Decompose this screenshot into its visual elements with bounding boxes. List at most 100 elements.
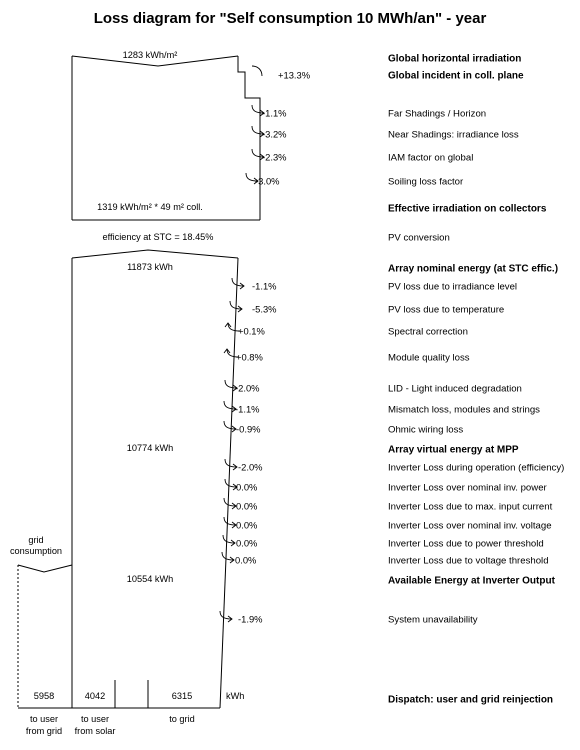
loss-arrow	[219, 610, 233, 620]
loss-arrow	[222, 534, 236, 544]
loss-step-label: Inverter Loss due to max. input current	[388, 502, 553, 513]
dispatch-label: to user	[30, 714, 58, 724]
loss-step-percent: -1.1%	[262, 108, 287, 119]
loss-arrow	[231, 277, 245, 287]
loss-arrow	[251, 104, 265, 114]
loss-step-label: Module quality loss	[388, 353, 470, 364]
energy-block-top-edge	[71, 249, 239, 259]
loss-step-label: Inverter Loss due to power threshold	[388, 539, 544, 550]
loss-step-percent: -2.0%	[235, 383, 260, 394]
loss-arrow	[227, 322, 241, 332]
loss-step-label: IAM factor on global	[388, 153, 473, 164]
loss-arrow	[223, 400, 237, 410]
loss-step-label: Spectral correction	[388, 327, 468, 338]
loss-step-label: System unavailability	[388, 615, 478, 626]
loss-arrow	[245, 172, 259, 182]
loss-step-label: Available Energy at Inverter Output	[388, 576, 556, 587]
loss-step-label: Dispatch: user and grid reinjection	[388, 695, 553, 706]
loss-arrow-head	[239, 282, 245, 290]
loss-arrow	[224, 478, 238, 488]
loss-step-percent: -5.3%	[252, 304, 277, 315]
loss-arrow-head	[259, 109, 265, 117]
effective-irradiation-value: 1319 kWh/m² * 49 m² coll.	[97, 202, 203, 212]
loss-step-label: Far Shadings / Horizon	[388, 109, 486, 120]
loss-arrow	[223, 497, 237, 507]
loss-step-label: Soiling loss factor	[388, 177, 464, 188]
loss-arrow	[223, 420, 237, 430]
loss-arrow-head	[231, 425, 237, 433]
loss-step-percent: -2.0%	[238, 462, 263, 473]
loss-step-percent: 0.0%	[236, 482, 257, 493]
stc-efficiency-value: efficiency at STC = 18.45%	[103, 232, 214, 242]
loss-step-label: PV loss due to irradiance level	[388, 282, 517, 293]
loss-arrow-head	[231, 405, 237, 413]
dispatch-unit: kWh	[226, 691, 244, 701]
loss-arrow-head	[227, 615, 233, 623]
loss-step-percent: -1.9%	[238, 614, 263, 625]
loss-arrow	[221, 551, 235, 561]
loss-step-label: Inverter Loss over nominal inv. power	[388, 483, 548, 494]
loss-step-label: PV loss due to temperature	[388, 305, 504, 316]
loss-step-label: Effective irradiation on collectors	[388, 204, 547, 215]
loss-step-label: Mismatch loss, modules and strings	[388, 405, 540, 416]
loss-arrow-head	[229, 556, 235, 564]
loss-step-percent: 0.0%	[236, 501, 257, 512]
grid-consumption-arrow	[17, 564, 73, 573]
loss-arrow-head	[231, 521, 237, 529]
loss-step-percent: -3.0%	[255, 176, 280, 187]
array-virtual-energy-value: 10774 kWh	[127, 443, 173, 453]
loss-step-percent: 0.0%	[236, 520, 257, 531]
loss-step-percent: -1.1%	[252, 281, 277, 292]
energy-block-right-edge	[219, 257, 239, 709]
loss-step-percent: +0.8%	[236, 352, 263, 363]
loss-step-label: Global incident in coll. plane	[388, 71, 524, 82]
loss-step-label: Inverter Loss during operation (efficien…	[388, 463, 564, 474]
ghi-value: 1283 kWh/m²	[123, 50, 178, 60]
loss-step-percent: 0.0%	[235, 555, 256, 566]
loss-arrow-head	[237, 305, 243, 313]
loss-step-label: PV conversion	[388, 233, 450, 244]
loss-arrow-head	[232, 384, 238, 392]
loss-step-percent: -0.9%	[236, 424, 261, 435]
dispatch-label: to grid	[169, 714, 195, 724]
dispatch-label: from grid	[26, 726, 62, 736]
loss-step-percent: 0.0%	[236, 538, 257, 549]
loss-arrow-head	[223, 348, 231, 354]
loss-arrow	[223, 516, 237, 526]
loss-step-label: Ohmic wiring loss	[388, 425, 463, 436]
loss-step-label: Inverter Loss due to voltage threshold	[388, 556, 549, 567]
loss-arrow-head	[232, 463, 238, 471]
loss-arrow-head	[232, 483, 238, 491]
irradiation-block-top-edge	[71, 55, 239, 67]
loss-arrow	[224, 458, 238, 468]
loss-step-label: Near Shadings: irradiance loss	[388, 130, 519, 141]
loss-step-percent: +13.3%	[278, 70, 310, 81]
grid-consumption-label: grid consumption	[10, 535, 62, 556]
available-energy-value: 10554 kWh	[127, 574, 173, 584]
loss-step-label: Array nominal energy (at STC effic.)	[388, 264, 558, 275]
loss-arrow-head	[259, 153, 265, 161]
loss-arrow-head	[231, 502, 237, 510]
loss-step-percent: -1.1%	[235, 404, 260, 415]
dispatch-value: 4042	[85, 691, 105, 701]
irradiation-block-right-edge	[237, 56, 261, 220]
loss-arrow-head	[230, 539, 236, 547]
loss-step-label: Inverter Loss over nominal inv. voltage	[388, 521, 552, 532]
loss-step-label: Global horizontal irradiation	[388, 54, 521, 65]
loss-step-label: LID - Light induced degradation	[388, 384, 522, 395]
loss-arrow-head	[259, 130, 265, 138]
gain-arrow	[251, 65, 263, 77]
dispatch-value: 5958	[34, 691, 54, 701]
loss-step-percent: -2.3%	[262, 152, 287, 163]
diagram-title: Loss diagram for "Self consumption 10 MW…	[93, 10, 487, 27]
loss-arrow	[224, 379, 238, 389]
dispatch-value: 6315	[172, 691, 192, 701]
dispatch-label: from solar	[75, 726, 116, 736]
loss-step-percent: -3.2%	[262, 129, 287, 140]
loss-arrow-head	[253, 177, 259, 185]
loss-step-percent: +0.1%	[238, 326, 265, 337]
loss-step-label: Array virtual energy at MPP	[388, 445, 519, 456]
loss-arrow	[226, 348, 240, 358]
dispatch-label: to user	[81, 714, 109, 724]
